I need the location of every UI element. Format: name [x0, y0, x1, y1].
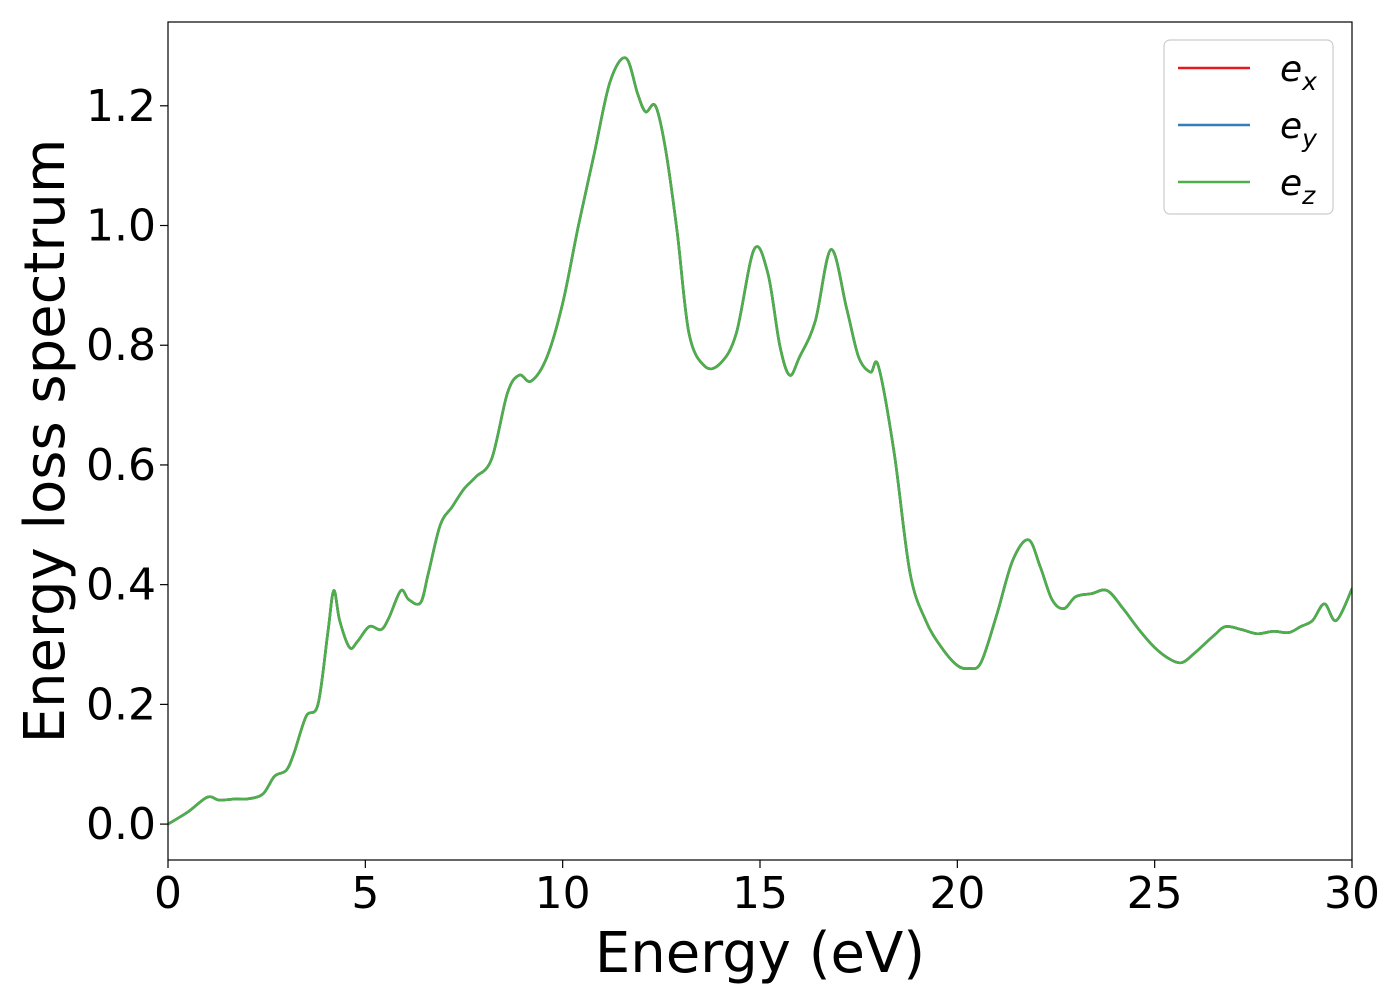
x-tick-label: 30	[1324, 868, 1380, 919]
x-tick-label: 10	[535, 868, 591, 919]
y-tick-label: 0.2	[86, 679, 156, 730]
x-tick-label: 0	[154, 868, 182, 919]
x-axis-label: Energy (eV)	[595, 921, 925, 986]
y-tick-label: 0.6	[86, 440, 156, 491]
y-axis-label: Energy loss spectrum	[13, 139, 78, 744]
legend-box	[1163, 39, 1334, 215]
y-axis-ticks: 0.0 0.2 0.4 0.6 0.8 1.0 1.2	[86, 81, 168, 850]
y-tick-label: 0.8	[86, 320, 156, 371]
y-tick-label: 1.0	[86, 201, 156, 252]
x-tick-label: 25	[1127, 868, 1183, 919]
y-tick-label: 0.4	[86, 560, 156, 611]
x-axis-ticks: 0 5 10 15 20 25 30	[154, 860, 1380, 919]
x-tick-label: 20	[929, 868, 985, 919]
series-layer	[168, 56, 1352, 826]
x-tick-label: 15	[732, 868, 788, 919]
x-tick-label: 5	[351, 868, 379, 919]
y-tick-label: 0.0	[86, 799, 156, 850]
series-line-ez	[168, 56, 1352, 826]
y-tick-label: 1.2	[86, 81, 156, 132]
